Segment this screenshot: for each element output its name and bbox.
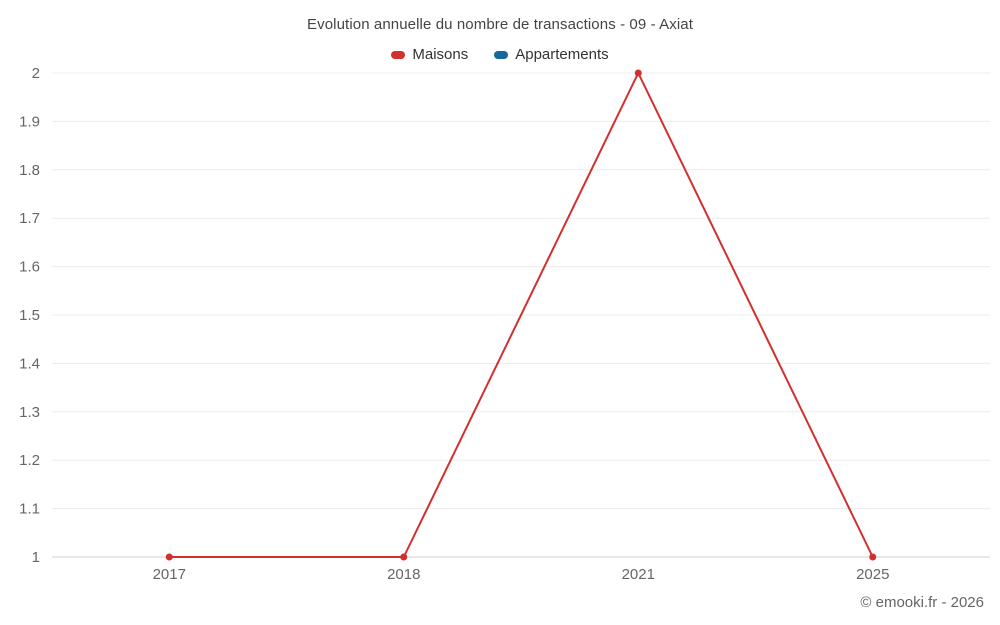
y-tick-label: 1 <box>32 549 40 566</box>
attribution-text: © emooki.fr - 2026 <box>860 594 984 611</box>
data-point-maisons-2017[interactable] <box>165 553 173 561</box>
y-tick-label: 1.3 <box>19 404 40 421</box>
y-tick-label: 2 <box>32 65 40 82</box>
legend-item-appartements[interactable]: Appartements <box>494 46 609 63</box>
maisons-series-marker-icon <box>391 50 406 59</box>
series-line-maisons <box>168 72 874 558</box>
legend-item-maisons[interactable]: Maisons <box>391 46 468 63</box>
appartements-series-marker-icon <box>494 50 509 59</box>
x-tick-label: 2021 <box>622 566 655 583</box>
y-tick-label: 1.7 <box>19 210 40 227</box>
data-point-maisons-2025[interactable] <box>869 553 877 561</box>
chart-title: Evolution annuelle du nombre de transact… <box>307 16 693 33</box>
data-point-maisons-2021[interactable] <box>634 69 642 77</box>
legend-label-appartements: Appartements <box>515 46 609 63</box>
y-tick-label: 1.4 <box>19 355 40 372</box>
y-tick-label: 1.8 <box>19 162 40 179</box>
x-tick-label: 2017 <box>153 566 186 583</box>
y-tick-label: 1.6 <box>19 259 40 276</box>
x-tick-label: 2025 <box>856 566 889 583</box>
x-tick-label: 2018 <box>387 566 420 583</box>
data-point-maisons-2018[interactable] <box>400 553 408 561</box>
y-tick-label: 1.1 <box>19 501 40 518</box>
legend-label-maisons: Maisons <box>412 46 469 63</box>
y-tick-label: 1.5 <box>19 307 40 324</box>
y-tick-label: 1.9 <box>19 113 40 130</box>
y-tick-label: 1.2 <box>19 452 40 469</box>
chart-legend: Maisons Appartements <box>0 46 1000 63</box>
